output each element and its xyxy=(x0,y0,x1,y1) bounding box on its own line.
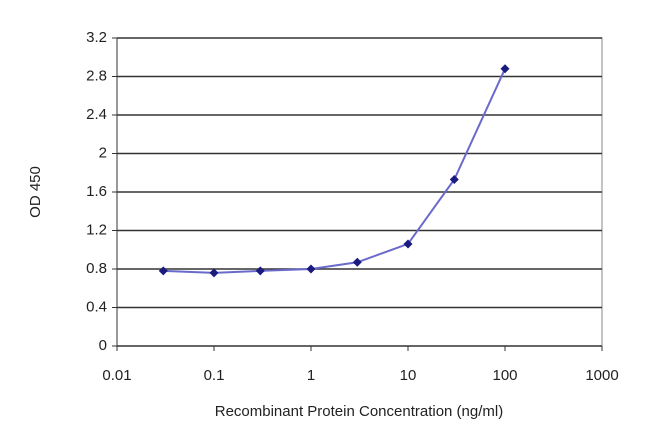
x-tick-label: 100 xyxy=(492,367,517,384)
data-point xyxy=(158,266,168,276)
y-tick-label: 0.8 xyxy=(86,260,107,277)
x-axis-title: Recombinant Protein Concentration (ng/ml… xyxy=(215,403,503,420)
y-tick-label: 2 xyxy=(99,144,107,161)
y-tick-label: 0 xyxy=(99,337,107,354)
series-line xyxy=(163,68,506,274)
data-point xyxy=(209,268,219,278)
data-point xyxy=(500,64,510,74)
data-point xyxy=(449,174,459,184)
x-tick-label: 10 xyxy=(400,367,417,384)
data-point xyxy=(352,257,362,267)
y-tick-label: 3.2 xyxy=(86,29,107,46)
y-tick-label: 2.4 xyxy=(86,106,107,123)
y-axis-title: OD 450 xyxy=(27,166,44,218)
x-tick-label: 0.1 xyxy=(204,367,225,384)
x-tick-label: 0.01 xyxy=(102,367,131,384)
x-tick-label: 1 xyxy=(307,367,315,384)
x-tick-label: 1000 xyxy=(585,367,618,384)
y-tick-label: 1.2 xyxy=(86,221,107,238)
data-point xyxy=(403,239,413,249)
data-point xyxy=(255,266,265,276)
data-point xyxy=(306,264,316,274)
y-tick-label: 2.8 xyxy=(86,67,107,84)
y-tick-label: 0.4 xyxy=(86,298,107,315)
y-tick-label: 1.6 xyxy=(86,183,107,200)
